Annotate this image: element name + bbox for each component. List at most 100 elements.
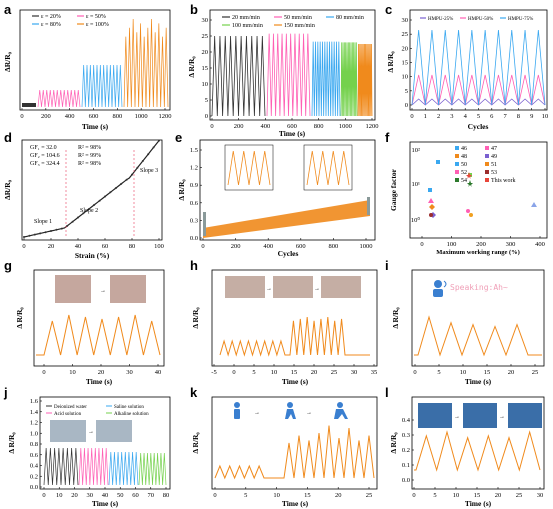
- d-gf3: GF₃ = 324.4: [30, 161, 60, 167]
- svg-text:→: →: [454, 414, 460, 420]
- e-xtick: 200: [231, 243, 241, 250]
- panel-a-chart: ε = 20% ε = 50% ε = 80% ε = 100% 0 200 400…: [3, 9, 172, 131]
- d-xtick: 40: [75, 243, 82, 250]
- panel-b-xlabel: Time (s): [279, 129, 306, 138]
- e-ytick: 1.5: [190, 147, 198, 154]
- svg-text:→: →: [499, 414, 505, 420]
- h-xtick: 35: [371, 369, 378, 376]
- b-ytick: 10: [202, 81, 209, 88]
- panel-i-ylabel: Δ R/R₀: [391, 307, 400, 329]
- e-ytick: 0.9: [190, 182, 198, 189]
- panel-f-label: f: [385, 130, 390, 145]
- legend-f-item: 48: [461, 154, 467, 160]
- a-xtick: 400: [65, 113, 75, 120]
- c-xtick: 7: [503, 113, 507, 120]
- h-xtick: -5: [211, 369, 216, 376]
- panel-j-xlabel: Time (s): [92, 499, 119, 508]
- legend-f-item: This work: [491, 178, 516, 184]
- e-xtick: 600: [296, 243, 306, 250]
- k-xtick: 10: [273, 492, 280, 499]
- i-xtick: 25: [532, 369, 539, 376]
- k-xtick: 0: [213, 492, 216, 499]
- e-ytick: 0.0: [190, 235, 198, 242]
- panel-e-label: e: [175, 130, 183, 145]
- j-ytick: 1.2: [30, 420, 38, 427]
- c-xtick: 5: [477, 113, 480, 120]
- swim-photo-1: [418, 403, 452, 428]
- panel-a-label: a: [4, 2, 12, 17]
- legend-j-3: Acid solution: [54, 412, 82, 417]
- panel-e-chart: 0 200 400 600 800 1000 0.0 0.3 0.6 0.9 1.2 1.5 Cycl…: [177, 139, 376, 258]
- panel-d-label: d: [4, 130, 12, 145]
- legend-b-2: 50 mm/min: [284, 15, 312, 21]
- c-ytick: 30: [402, 17, 409, 24]
- j-xtick: 50: [117, 492, 124, 499]
- legend-a-3: ε = 80%: [41, 22, 61, 28]
- panel-j-chart: Deionized water Saline solution Acid sol…: [7, 396, 171, 508]
- legend-c-1: HMPU-25%: [428, 17, 453, 22]
- legend-b-1: 20 mm/min: [232, 15, 260, 21]
- d-xtick: 20: [48, 243, 55, 250]
- i-xtick: 10: [460, 369, 467, 376]
- e-xtick: 0: [201, 243, 204, 250]
- panel-i-chart: Speaking:Ah~ 0 5 10 15 20 25 Time (s) Δ R/R₀: [391, 269, 545, 386]
- k-xtick: 20: [335, 492, 342, 499]
- b-ytick: 15: [202, 65, 209, 72]
- c-ytick: 25: [402, 31, 409, 38]
- b-xtick: 1000: [339, 123, 352, 130]
- swim-photo-3: [508, 403, 542, 428]
- legend-f-item: 49: [491, 154, 497, 160]
- panel-g-xlabel: Time (s): [86, 377, 113, 386]
- f-xtick: 200: [476, 241, 486, 248]
- d-r2-2: R² = 99%: [78, 153, 101, 159]
- panel-g-ylabel: Δ R/R₀: [15, 307, 24, 329]
- b-xtick: 600: [287, 123, 297, 130]
- panel-i-label: i: [385, 258, 389, 273]
- j-xtick: 0: [42, 492, 45, 499]
- a-xtick: 800: [112, 113, 122, 120]
- h-xtick: 20: [311, 369, 318, 376]
- f-xtick: 100: [447, 241, 457, 248]
- panel-d-ylabel: ΔR/R₀: [3, 179, 12, 200]
- l-xtick: 25: [516, 492, 523, 499]
- svg-text:→: →: [266, 286, 272, 292]
- e-xtick: 800: [329, 243, 339, 250]
- k-xtick: 15: [304, 492, 311, 499]
- j-xtick: 70: [148, 492, 155, 499]
- c-ytick: 15: [402, 60, 409, 67]
- l-ytick: 0.4: [402, 417, 411, 424]
- svg-text:→: →: [100, 288, 106, 294]
- a-xtick: 600: [89, 113, 99, 120]
- d-xtick: 60: [102, 243, 109, 250]
- h-xtick: 0: [232, 369, 235, 376]
- d-slope2: Slope 2: [80, 208, 98, 214]
- a-xtick: 1200: [159, 113, 172, 120]
- legend-j-1: Deionized water: [54, 405, 87, 410]
- c-xtick: 3: [450, 113, 453, 120]
- b-ytick: 20: [202, 49, 209, 56]
- j-xtick: 40: [102, 492, 109, 499]
- panel-c-xlabel: Cycles: [468, 122, 489, 131]
- c-xtick: 6: [490, 113, 494, 120]
- panel-g-label: g: [4, 258, 12, 273]
- c-ytick: 0: [405, 102, 408, 109]
- k-xtick: 5: [244, 492, 247, 499]
- c-ytick: 10: [402, 74, 409, 81]
- b-xtick: 800: [314, 123, 324, 130]
- d-r2-1: R² = 98%: [78, 145, 101, 151]
- panel-f-chart: 46 47 48 49 50 51 52 53 54 This work 0 100 200 300 40…: [389, 141, 548, 256]
- e-xtick: 1000: [360, 243, 373, 250]
- g-xtick: 0: [42, 369, 45, 376]
- c-xtick: 4: [464, 113, 468, 120]
- g-xtick: 10: [69, 369, 76, 376]
- legend-f-item: 53: [491, 170, 497, 176]
- panel-f-xlabel: Maximum working range (%): [436, 249, 520, 256]
- c-xtick: 0: [410, 113, 413, 120]
- l-xtick: 0: [412, 492, 415, 499]
- j-ytick: 0.0: [30, 484, 38, 491]
- speaker-icon: [433, 280, 447, 297]
- panel-b-chart: 20 mm/min 50 mm/min 80 mm/min 100 mm/min…: [187, 9, 379, 138]
- panel-b-ylabel: Δ R/R₀: [187, 56, 196, 78]
- a-xtick: 1000: [135, 113, 148, 120]
- b-ytick: 0: [205, 113, 208, 120]
